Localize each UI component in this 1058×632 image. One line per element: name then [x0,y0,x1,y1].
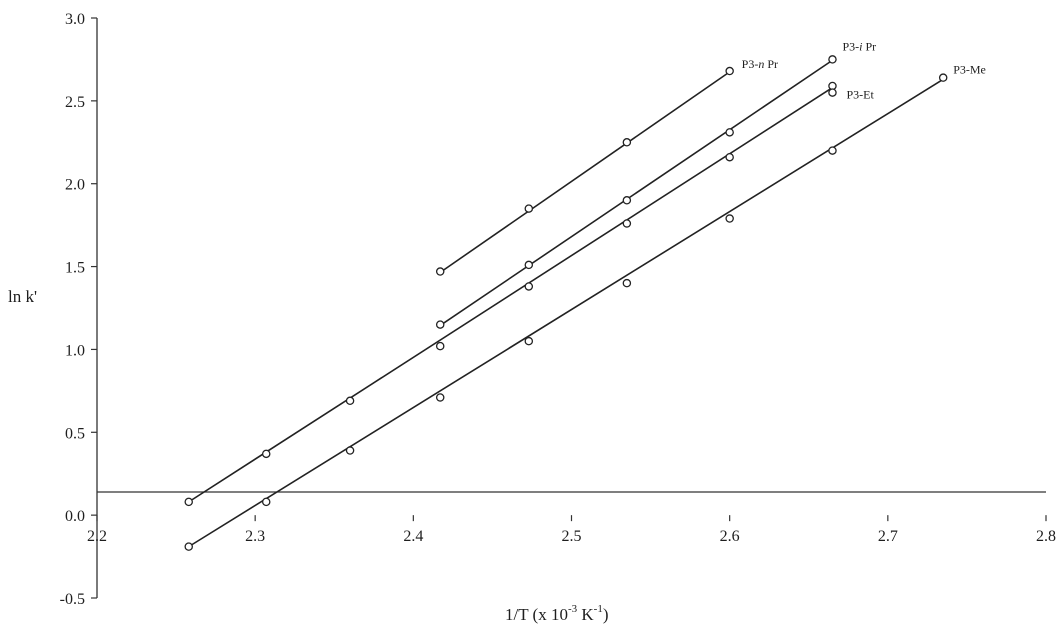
data-point [184,542,193,551]
data-point [622,219,632,228]
axes [96,18,1046,598]
series-line [439,59,833,327]
data-point [828,88,837,97]
data-point [725,152,734,162]
y-tick-label: -0.5 [60,591,85,608]
x-axis-label-exponent-2: -1 [594,603,603,615]
series-p3-i-pr: P3-i Pr [435,39,876,329]
data-point [524,282,534,291]
data-point [524,204,534,213]
x-tick-label: 2.5 [562,528,582,545]
data-point [828,55,837,64]
x-tick-label: 2.3 [245,528,265,545]
data-point [261,449,271,459]
x-tick-label: 2.7 [878,528,898,545]
y-tick-label: 2.5 [65,94,85,111]
x-tick-label: 2.2 [87,528,107,545]
data-point [435,341,445,351]
y-tick-label: 0.0 [65,508,85,525]
y-axis-label: ln k' [8,287,37,306]
series-line [188,78,944,548]
x-axis-label-exponent-1: -3 [568,603,578,615]
series-p3-n-pr: P3-n Pr [435,57,778,276]
data-point [435,267,445,276]
x-tick-label: 2.4 [403,528,423,545]
series-label: P3-Et [846,88,874,102]
y-tick-label: 3.0 [65,11,85,28]
series-line [188,86,833,503]
data-point [622,138,632,147]
x-axis-label-main: 1/T (x 10 [505,605,568,624]
series-line [439,71,731,274]
data-point [524,336,534,346]
data-point [524,260,534,270]
data-point [725,66,734,76]
data-point [725,214,734,223]
y-tick-label: 0.5 [65,425,85,442]
series-p3-me: P3-Me [184,63,986,551]
data-point [622,278,632,288]
series-label: P3-Me [953,63,986,77]
data-point [345,446,355,455]
x-axis-label-close: ) [603,605,609,624]
data-point [938,73,948,82]
y-tick-label: 2.0 [65,177,85,194]
data-point [261,497,271,507]
series-label: P3-i Pr [842,39,876,53]
x-axis-label-unit: K [577,605,594,624]
data-point [184,497,193,507]
data-point [435,320,445,329]
series-label: P3-n Pr [742,57,778,71]
x-tick-label: 2.8 [1036,528,1056,545]
data-point [725,128,734,137]
data-point [622,196,632,205]
series-group: P3-n Pr P3-i Pr P3-Et P3-Me [184,39,986,551]
series-p3-et: P3-Et [184,81,874,507]
y-tick-label: 1.0 [65,342,85,359]
data-point [345,396,355,406]
x-axis-label: 1/T (x 10-3 K-1) [505,603,609,624]
axis-ticks: 2.2 2.3 2.4 2.5 2.6 2.7 2.8 -0.5 0.0 0.5 1.0 1.5 2.0… [60,11,1056,608]
y-tick-label: 1.5 [65,260,85,277]
data-point [435,393,445,402]
data-point [828,146,837,155]
x-tick-label: 2.6 [720,528,740,545]
